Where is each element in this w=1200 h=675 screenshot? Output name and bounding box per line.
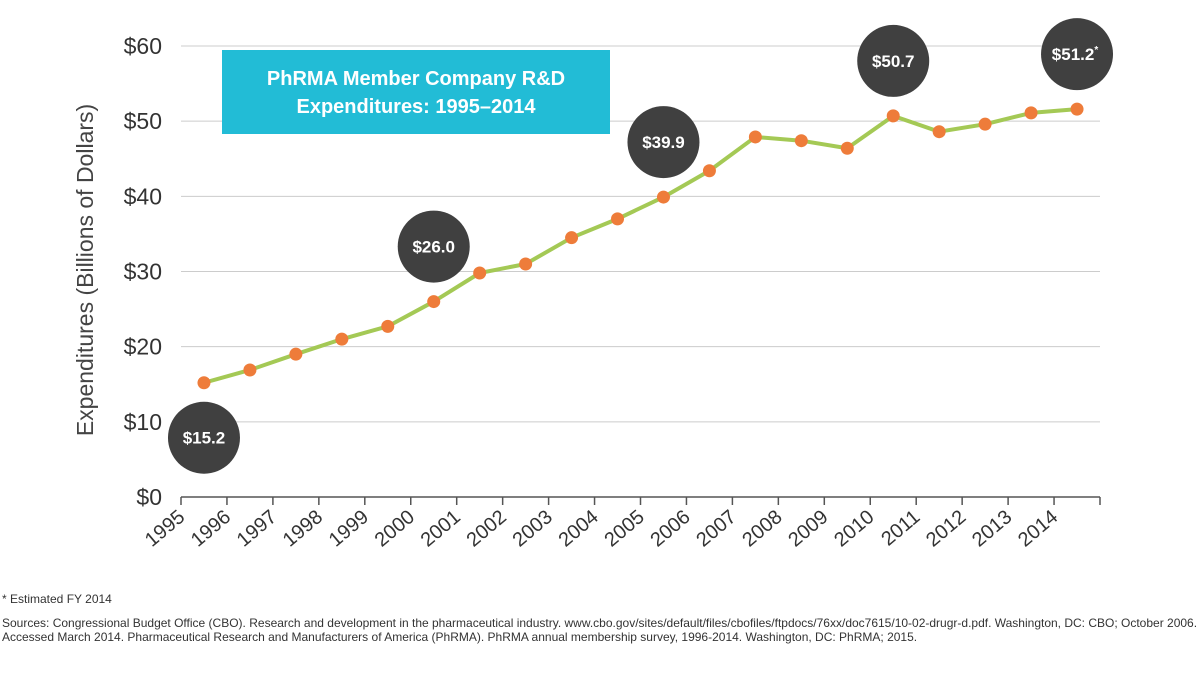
- x-tick-label: 2006: [646, 506, 694, 551]
- x-tick-label: 2000: [371, 506, 419, 551]
- x-tick-label: 2001: [417, 506, 465, 551]
- x-tick-label: 1995: [141, 506, 189, 551]
- data-point: [519, 257, 533, 271]
- x-tick-label: 2003: [509, 506, 557, 551]
- y-tick-label: $0: [136, 484, 162, 510]
- x-tick-label: 2002: [463, 506, 511, 551]
- data-point: [611, 212, 625, 226]
- callout-bubble: $50.7: [857, 24, 930, 97]
- callout-bubble: $15.2: [167, 401, 240, 474]
- data-point: [656, 190, 670, 204]
- callout-circle: [1041, 18, 1114, 91]
- line-chart: $0 $10 $20 $30 $40 $50 $60 1995199619971998199…: [72, 18, 1114, 551]
- x-tick-label: 2010: [830, 506, 878, 551]
- x-tick-label: 2005: [600, 506, 648, 551]
- x-tick-label: 1999: [325, 506, 373, 551]
- y-tick-label: $50: [124, 108, 162, 134]
- sources-note: Sources: Congressional Budget Office (CB…: [2, 616, 1198, 644]
- data-point: [197, 376, 211, 390]
- callout-circle: [627, 106, 700, 179]
- data-point: [748, 130, 762, 144]
- chart-title-line-2: Expenditures: 1995–2014: [296, 96, 536, 118]
- data-point: [1024, 106, 1038, 120]
- callout-bubble: $39.9: [627, 106, 700, 179]
- x-tick-labels: 1995199619971998199920002001200220032004…: [141, 506, 1062, 551]
- data-point: [335, 332, 349, 346]
- x-tick-label: 2012: [922, 506, 970, 551]
- callout-bubble: $51.2*: [1041, 18, 1114, 91]
- callout-label: $39.9: [642, 133, 685, 152]
- data-point: [381, 319, 395, 333]
- y-tick-label: $10: [124, 409, 162, 435]
- chart-footer: * Estimated FY 2014 Sources: Congression…: [2, 592, 1198, 644]
- y-axis-label: Expenditures (Billions of Dollars): [72, 104, 98, 436]
- x-tick-label: 2008: [738, 506, 786, 551]
- x-tick-label: 2007: [692, 506, 740, 551]
- x-tick-label: 2004: [555, 506, 603, 551]
- series-line: [203, 107, 1078, 385]
- data-point: [886, 109, 900, 123]
- data-points: [197, 102, 1084, 390]
- footnote: * Estimated FY 2014: [2, 592, 112, 606]
- x-tick-label: 2011: [877, 506, 924, 551]
- callouts: $15.2 $26.0 $39.9 $50.7 $51.2*: [167, 18, 1114, 474]
- y-tick-label: $40: [124, 183, 162, 209]
- data-point: [565, 231, 579, 245]
- data-point: [932, 125, 946, 139]
- title-box-background: [222, 50, 610, 134]
- data-point: [473, 266, 487, 280]
- axes: [180, 496, 1101, 505]
- y-tick-label: $60: [124, 33, 162, 59]
- data-point: [1070, 102, 1084, 116]
- callout-label: $51.2*: [1052, 45, 1099, 64]
- callout-label: $15.2: [183, 429, 226, 448]
- y-tick-label: $30: [124, 259, 162, 285]
- callout-footnote-marker: *: [1094, 45, 1098, 56]
- callout-label: $26.0: [412, 238, 455, 257]
- callout-bubble: $26.0: [397, 210, 470, 283]
- callout-label: $50.7: [872, 52, 915, 71]
- y-tick-labels: $0 $10 $20 $30 $40 $50 $60: [124, 33, 162, 510]
- data-point: [840, 141, 854, 155]
- callout-circle: [397, 210, 470, 283]
- data-point: [427, 295, 441, 309]
- x-tick-label: 1997: [233, 506, 281, 551]
- data-point: [243, 363, 257, 377]
- x-tick-label: 1996: [187, 506, 235, 551]
- chart-title-box: PhRMA Member Company R&D Expenditures: 1…: [222, 50, 610, 134]
- callout-circle: [857, 24, 930, 97]
- data-point: [794, 134, 808, 148]
- x-tick-label: 1998: [279, 506, 327, 551]
- chart-title-line-1: PhRMA Member Company R&D: [267, 68, 565, 90]
- x-tick-label: 2013: [968, 506, 1016, 551]
- y-tick-label: $20: [124, 334, 162, 360]
- callout-circle: [167, 401, 240, 474]
- x-tick-label: 2009: [784, 506, 832, 551]
- series-polyline: [203, 107, 1078, 385]
- data-point: [978, 117, 992, 131]
- data-point: [702, 164, 716, 178]
- x-tick-label: 2014: [1014, 506, 1062, 551]
- data-point: [289, 347, 303, 361]
